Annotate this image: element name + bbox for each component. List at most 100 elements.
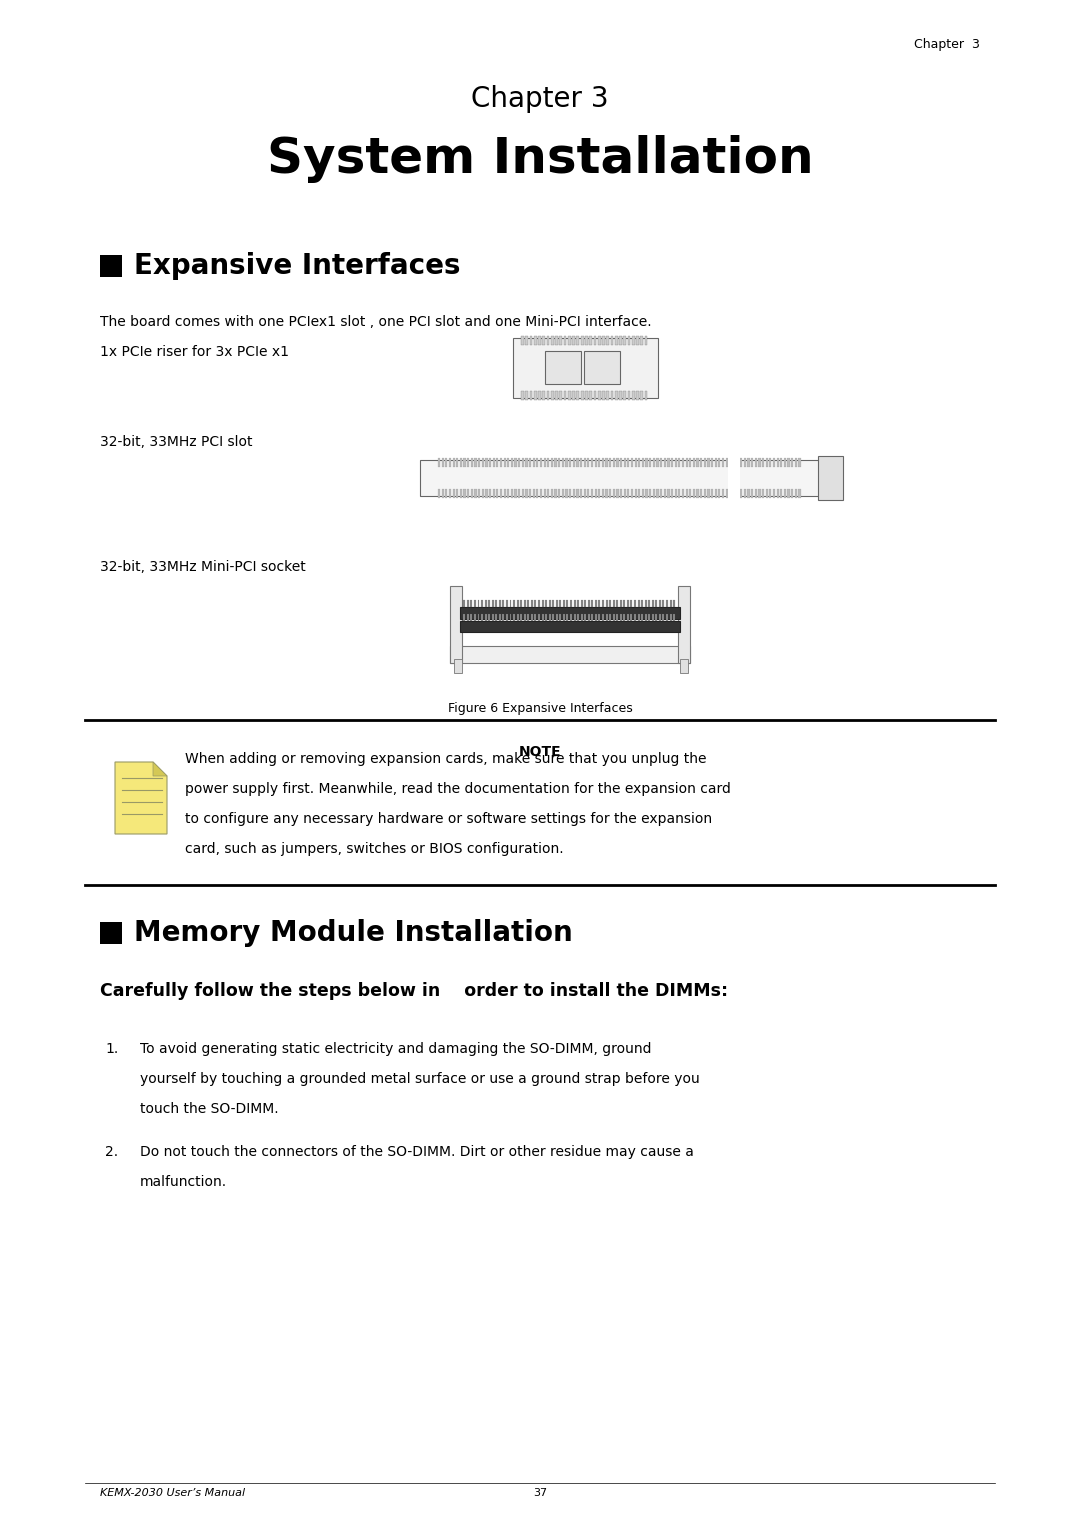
Bar [598, 489, 600, 498]
Bar [598, 600, 600, 608]
Bar [549, 600, 551, 608]
Bar [450, 646, 690, 663]
Bar [478, 489, 481, 498]
Bar [617, 600, 618, 608]
Bar [505, 600, 508, 608]
Bar [681, 458, 684, 467]
Bar [755, 458, 757, 467]
Bar [609, 600, 611, 608]
Bar [580, 458, 582, 467]
Bar [787, 489, 789, 498]
Bar [511, 458, 513, 467]
Bar [637, 600, 639, 608]
Bar [496, 458, 499, 467]
Bar [485, 489, 487, 498]
Text: System Installation: System Installation [267, 134, 813, 183]
Bar [488, 614, 490, 621]
Bar [590, 336, 592, 345]
Text: card, such as jumpers, switches or BIOS configuration.: card, such as jumpers, switches or BIOS … [185, 841, 564, 857]
Bar [546, 336, 550, 345]
Bar [711, 458, 713, 467]
Bar [545, 351, 581, 385]
Bar [675, 489, 677, 498]
Bar [623, 336, 626, 345]
Bar [527, 614, 529, 621]
Bar [496, 600, 497, 608]
Bar [485, 614, 487, 621]
Bar [818, 457, 843, 499]
Bar [680, 660, 688, 673]
Bar [715, 489, 717, 498]
Bar [707, 458, 710, 467]
Bar [631, 600, 633, 608]
Bar [542, 391, 545, 400]
Bar [563, 614, 565, 621]
Bar [715, 458, 717, 467]
Bar [584, 600, 586, 608]
Bar [594, 489, 597, 498]
Bar [640, 391, 643, 400]
Bar [563, 600, 565, 608]
Bar [609, 489, 611, 498]
Bar [524, 600, 526, 608]
Bar [721, 458, 724, 467]
Bar [450, 586, 462, 663]
Bar [510, 614, 512, 621]
Bar [620, 458, 622, 467]
Bar [721, 489, 724, 498]
Bar [491, 614, 494, 621]
Bar [620, 489, 622, 498]
Bar [449, 489, 451, 498]
Bar [496, 614, 497, 621]
Bar [606, 489, 608, 498]
Bar [510, 600, 512, 608]
Bar [474, 458, 476, 467]
Bar [438, 458, 441, 467]
Bar [681, 489, 684, 498]
Bar [541, 600, 543, 608]
Bar [463, 489, 465, 498]
Bar [503, 489, 505, 498]
Bar [577, 600, 579, 608]
Bar [657, 489, 659, 498]
Bar [612, 489, 615, 498]
Bar [568, 391, 570, 400]
Text: KEMX-2030 User’s Manual: KEMX-2030 User’s Manual [100, 1487, 245, 1498]
Bar [572, 489, 575, 498]
Bar [573, 614, 576, 621]
Bar [534, 391, 537, 400]
Bar [634, 614, 636, 621]
Bar [798, 489, 800, 498]
Bar [612, 614, 615, 621]
Bar [558, 489, 561, 498]
Bar [718, 489, 720, 498]
Text: malfunction.: malfunction. [140, 1174, 227, 1190]
Text: The board comes with one PCIex1 slot , one PCI slot and one Mini-PCI interface.: The board comes with one PCIex1 slot , o… [100, 315, 651, 328]
Bar [502, 600, 504, 608]
Bar [728, 457, 740, 499]
Bar [481, 614, 483, 621]
Bar [645, 391, 647, 400]
Bar [569, 458, 571, 467]
Bar [584, 351, 620, 385]
Bar [592, 600, 593, 608]
Bar [636, 336, 638, 345]
Bar [747, 458, 750, 467]
Bar [700, 489, 702, 498]
Bar [606, 391, 609, 400]
Text: 32-bit, 33MHz PCI slot: 32-bit, 33MHz PCI slot [100, 435, 253, 449]
Bar [538, 614, 540, 621]
Text: Do not touch the connectors of the SO-DIMM. Dirt or other residue may cause a: Do not touch the connectors of the SO-DI… [140, 1145, 693, 1159]
Bar [704, 458, 706, 467]
Bar [548, 458, 550, 467]
Bar [627, 336, 631, 345]
Bar [632, 336, 635, 345]
Bar [627, 458, 630, 467]
Bar [496, 489, 499, 498]
Bar [619, 391, 622, 400]
Bar [467, 614, 469, 621]
Bar [559, 391, 563, 400]
Bar [598, 614, 600, 621]
Bar [780, 489, 782, 498]
Bar [584, 614, 586, 621]
